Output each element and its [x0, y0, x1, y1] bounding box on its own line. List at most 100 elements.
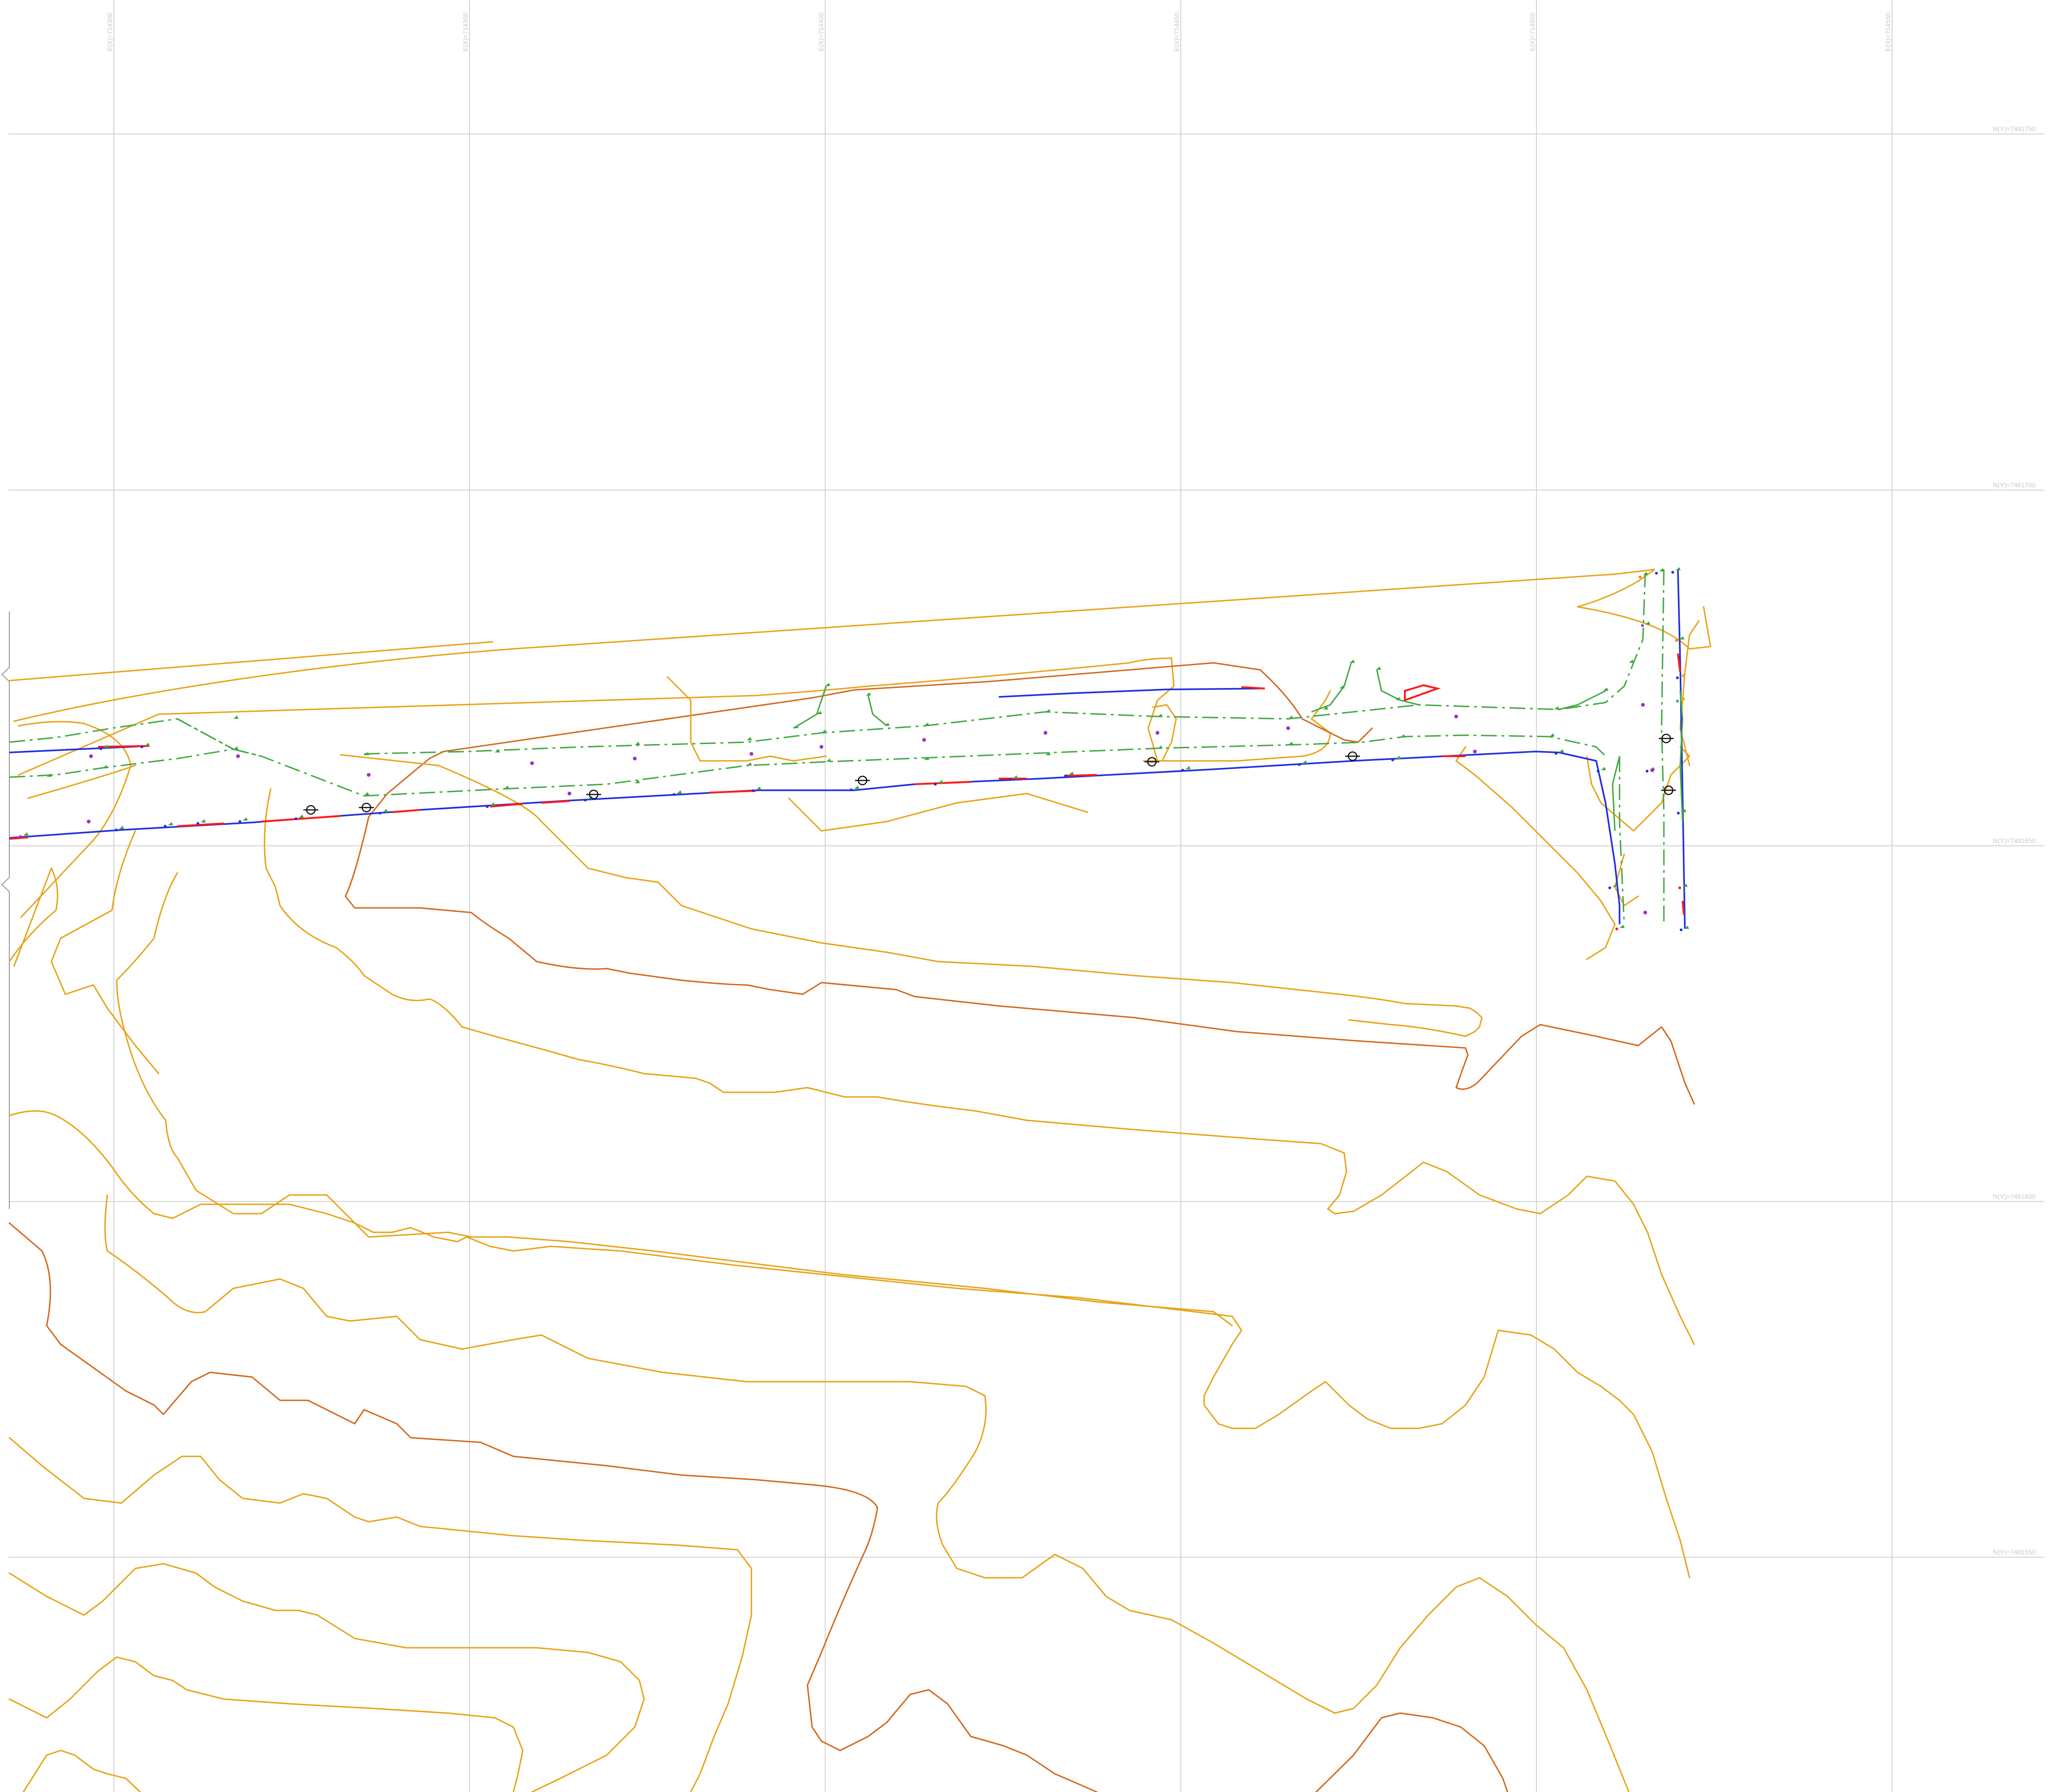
survey-point [1286, 726, 1290, 730]
centerline [177, 718, 234, 750]
survey-point [1655, 568, 1664, 575]
survey-point [379, 809, 388, 815]
survey-point [1157, 714, 1163, 717]
contour-line [104, 1194, 1630, 1792]
survey-point [530, 761, 534, 765]
survey-point [866, 692, 871, 696]
survey-point [1298, 760, 1307, 766]
road-edges [9, 569, 1686, 929]
survey-point [1629, 660, 1634, 663]
survey-point [1009, 775, 1018, 781]
road-edge-line [998, 688, 1261, 698]
survey-point [1550, 733, 1555, 737]
contour-line [264, 788, 1695, 1345]
contour-line [1455, 746, 1616, 960]
survey-point [924, 723, 929, 726]
contour-line [1143, 704, 1177, 762]
curb-line [1612, 756, 1620, 831]
highlight-segment [1682, 900, 1685, 915]
manhole-icon [586, 789, 601, 800]
survey-point [364, 752, 369, 755]
curb-line [1679, 690, 1683, 822]
manhole-icon [359, 802, 374, 813]
survey-point [367, 773, 371, 777]
survey-point [1391, 756, 1401, 761]
highlight-segment [392, 809, 421, 813]
survey-point [750, 752, 753, 756]
curb-line [1311, 662, 1352, 713]
centerline [1661, 569, 1665, 924]
survey-point [295, 815, 304, 820]
survey-point [99, 745, 109, 750]
highlight-segment [490, 803, 523, 808]
coordinate-grid [8, 0, 2044, 1792]
survey-point [568, 792, 571, 795]
survey-point [1044, 731, 1047, 735]
survey-point [1288, 742, 1293, 745]
curb-line [867, 695, 887, 727]
survey-point [1454, 715, 1458, 718]
highlight-segment [177, 822, 224, 827]
survey-point [1376, 667, 1381, 670]
survey-point [115, 826, 124, 831]
contour-line [666, 676, 827, 762]
contour-line [8, 1110, 1233, 1327]
manhole-icon [1144, 757, 1159, 767]
survey-point [364, 792, 369, 795]
contour-line [1586, 746, 1690, 832]
survey-point [1639, 572, 1648, 578]
survey-point [1615, 925, 1625, 930]
survey-point [747, 762, 752, 766]
survey-point [1675, 636, 1684, 642]
contour-line [13, 569, 1711, 722]
northing-label-4: N(Y)=7481600 [1993, 1193, 2036, 1200]
survey-point [1045, 709, 1051, 712]
easting-label-5: E(X)=714500 [1529, 13, 1536, 51]
centerline [1619, 756, 1625, 925]
survey-point [817, 711, 822, 714]
manhole-icon [855, 775, 870, 786]
contour-line [442, 662, 1373, 752]
survey-point [495, 749, 500, 752]
centerline [233, 748, 262, 757]
highlight-segment [1677, 653, 1681, 673]
contour-line [340, 754, 1483, 1037]
survey-point [233, 716, 238, 719]
manhole-icon [1345, 751, 1360, 761]
survey-point [1065, 772, 1074, 777]
survey-point [1156, 731, 1159, 735]
contour-line [344, 751, 1695, 1105]
contour-line [18, 657, 1331, 776]
contour-line [8, 641, 493, 682]
easting-label-4: E(X)=714450 [1173, 13, 1180, 51]
survey-point [633, 757, 637, 760]
survey-point [747, 737, 752, 740]
survey-point [164, 822, 173, 828]
highlight-segment [541, 800, 570, 804]
survey-point [1554, 706, 1559, 710]
survey-point [1288, 716, 1293, 719]
left-boundary-line [1, 611, 10, 1209]
manhole-icon [303, 805, 318, 815]
contour-line [1614, 853, 1639, 907]
contour-line [50, 830, 160, 1075]
highlight-segment [9, 836, 28, 840]
curb-line [1376, 669, 1419, 706]
survey-point [1643, 911, 1647, 914]
northing-label-3: N(Y)=7481650 [1993, 837, 2036, 844]
survey-point [486, 802, 495, 808]
contour-line [8, 1656, 524, 1792]
contour-line [27, 765, 136, 799]
manhole-icon [1659, 733, 1674, 744]
road-edge-line [9, 751, 1620, 924]
centerline [9, 718, 234, 750]
survey-point [1677, 809, 1686, 815]
contour-line [22, 1750, 141, 1792]
northing-label-5: N(Y)=7481550 [1993, 1548, 2036, 1556]
easting-label-1: E(X)=714300 [106, 13, 113, 51]
contour-line [8, 1222, 1098, 1792]
highlight-segment [261, 815, 341, 822]
contour-line [1315, 1712, 1508, 1792]
highlight-segment [1404, 684, 1441, 702]
